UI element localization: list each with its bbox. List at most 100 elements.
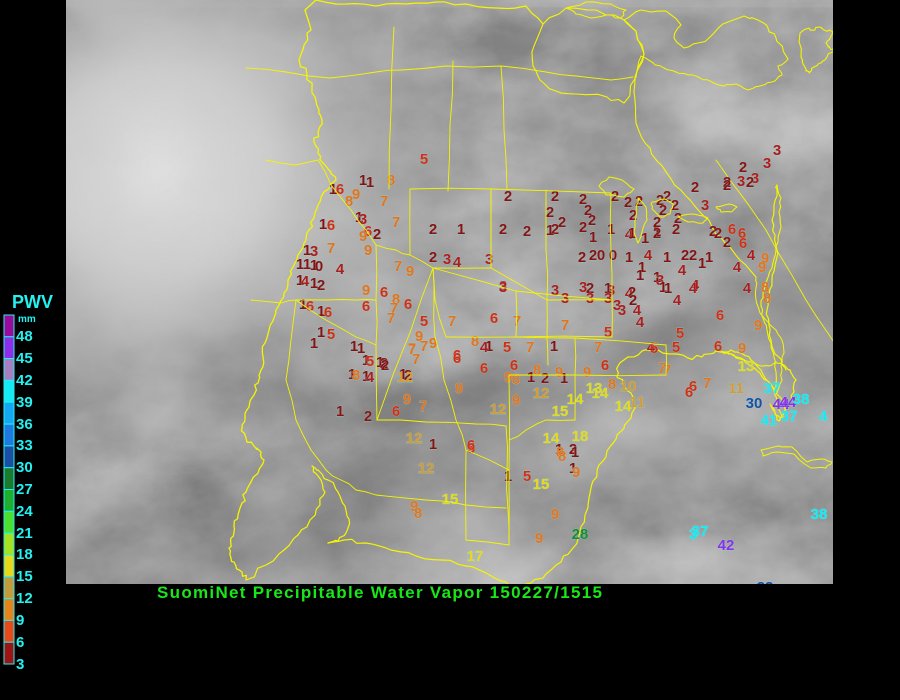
svg-text:11: 11 xyxy=(728,380,744,397)
svg-text:9: 9 xyxy=(572,464,580,481)
svg-text:2: 2 xyxy=(504,188,512,205)
svg-text:6: 6 xyxy=(16,634,24,651)
svg-text:12: 12 xyxy=(490,401,507,418)
svg-text:7: 7 xyxy=(526,339,534,356)
svg-text:2: 2 xyxy=(579,219,587,236)
svg-text:2: 2 xyxy=(578,249,586,266)
svg-text:1: 1 xyxy=(310,335,318,352)
svg-text:9: 9 xyxy=(403,391,411,408)
svg-text:1: 1 xyxy=(504,468,512,485)
svg-text:1: 1 xyxy=(429,436,437,453)
svg-text:17: 17 xyxy=(467,548,484,565)
svg-text:0: 0 xyxy=(609,247,617,264)
svg-text:1: 1 xyxy=(457,221,465,238)
svg-text:12: 12 xyxy=(406,430,423,447)
svg-text:1: 1 xyxy=(636,267,644,284)
svg-text:27: 27 xyxy=(16,481,33,498)
svg-text:9: 9 xyxy=(555,364,563,381)
svg-text:7: 7 xyxy=(387,310,395,327)
svg-text:5: 5 xyxy=(650,340,658,357)
svg-text:3: 3 xyxy=(689,526,697,543)
svg-text:2: 2 xyxy=(558,214,566,231)
svg-text:21: 21 xyxy=(16,525,33,542)
svg-text:5: 5 xyxy=(672,339,680,356)
svg-text:2: 2 xyxy=(429,221,437,238)
svg-text:11: 11 xyxy=(629,394,645,411)
svg-text:0: 0 xyxy=(315,258,323,275)
svg-text:3: 3 xyxy=(773,142,781,159)
svg-text:7: 7 xyxy=(392,214,400,231)
svg-text:6: 6 xyxy=(490,310,498,327)
svg-text:6: 6 xyxy=(324,304,332,321)
svg-text:8: 8 xyxy=(558,448,566,465)
svg-text:24: 24 xyxy=(16,503,33,520)
svg-text:33: 33 xyxy=(757,579,774,584)
svg-text:2: 2 xyxy=(523,223,531,240)
svg-text:41: 41 xyxy=(761,412,778,429)
svg-text:8: 8 xyxy=(471,333,479,350)
svg-text:9: 9 xyxy=(455,380,463,397)
svg-text:2: 2 xyxy=(546,204,554,221)
svg-text:6: 6 xyxy=(380,284,388,301)
svg-text:8: 8 xyxy=(533,362,541,379)
svg-text:7: 7 xyxy=(448,313,456,330)
svg-text:6: 6 xyxy=(327,217,335,234)
svg-text:6: 6 xyxy=(716,307,724,324)
svg-text:9: 9 xyxy=(16,612,24,629)
svg-text:18: 18 xyxy=(16,546,33,563)
svg-text:8: 8 xyxy=(352,367,360,384)
svg-text:42: 42 xyxy=(718,537,735,554)
svg-text:30: 30 xyxy=(746,395,763,412)
svg-text:8: 8 xyxy=(608,376,616,393)
svg-text:9: 9 xyxy=(551,506,559,523)
svg-text:5: 5 xyxy=(420,313,428,330)
svg-text:36: 36 xyxy=(16,416,33,433)
svg-text:4: 4 xyxy=(366,369,375,386)
svg-text:7: 7 xyxy=(420,338,428,355)
svg-text:7: 7 xyxy=(594,339,602,356)
svg-text:33: 33 xyxy=(16,437,33,454)
svg-text:37: 37 xyxy=(764,380,781,397)
svg-text:12: 12 xyxy=(533,385,550,402)
svg-text:7: 7 xyxy=(327,240,335,257)
svg-text:38: 38 xyxy=(793,391,810,408)
svg-text:5: 5 xyxy=(503,339,511,356)
svg-text:7: 7 xyxy=(419,398,427,415)
svg-text:3: 3 xyxy=(485,251,493,268)
svg-text:5: 5 xyxy=(604,324,612,341)
svg-text:5: 5 xyxy=(420,151,428,168)
svg-text:4: 4 xyxy=(673,292,682,309)
svg-text:30: 30 xyxy=(16,459,33,476)
svg-text:13: 13 xyxy=(738,358,755,375)
svg-text:9: 9 xyxy=(758,259,766,276)
svg-text:6: 6 xyxy=(714,338,722,355)
svg-text:mm: mm xyxy=(18,314,36,325)
svg-text:2: 2 xyxy=(689,247,697,264)
svg-text:42: 42 xyxy=(16,372,33,389)
svg-text:9: 9 xyxy=(512,392,520,409)
svg-text:2: 2 xyxy=(723,234,731,251)
svg-text:4: 4 xyxy=(743,280,752,297)
svg-text:6: 6 xyxy=(685,384,693,401)
svg-text:48: 48 xyxy=(16,328,33,345)
svg-text:6: 6 xyxy=(362,298,370,315)
svg-text:15: 15 xyxy=(16,568,33,585)
svg-text:2: 2 xyxy=(746,174,754,191)
svg-text:2: 2 xyxy=(381,357,389,374)
svg-text:4: 4 xyxy=(689,280,698,297)
svg-text:45: 45 xyxy=(16,350,33,367)
svg-text:38: 38 xyxy=(811,506,828,523)
svg-text:15: 15 xyxy=(533,476,550,493)
svg-text:1: 1 xyxy=(366,174,374,191)
svg-text:3: 3 xyxy=(701,197,709,214)
svg-text:2: 2 xyxy=(691,179,699,196)
svg-text:12: 12 xyxy=(397,369,414,386)
svg-text:3: 3 xyxy=(551,282,559,299)
svg-text:4: 4 xyxy=(301,273,310,290)
svg-text:15: 15 xyxy=(442,491,459,508)
svg-text:6: 6 xyxy=(739,235,747,252)
svg-text:9: 9 xyxy=(738,340,746,357)
svg-text:2: 2 xyxy=(429,249,437,266)
svg-text:7: 7 xyxy=(703,375,711,392)
svg-text:2: 2 xyxy=(589,247,597,264)
